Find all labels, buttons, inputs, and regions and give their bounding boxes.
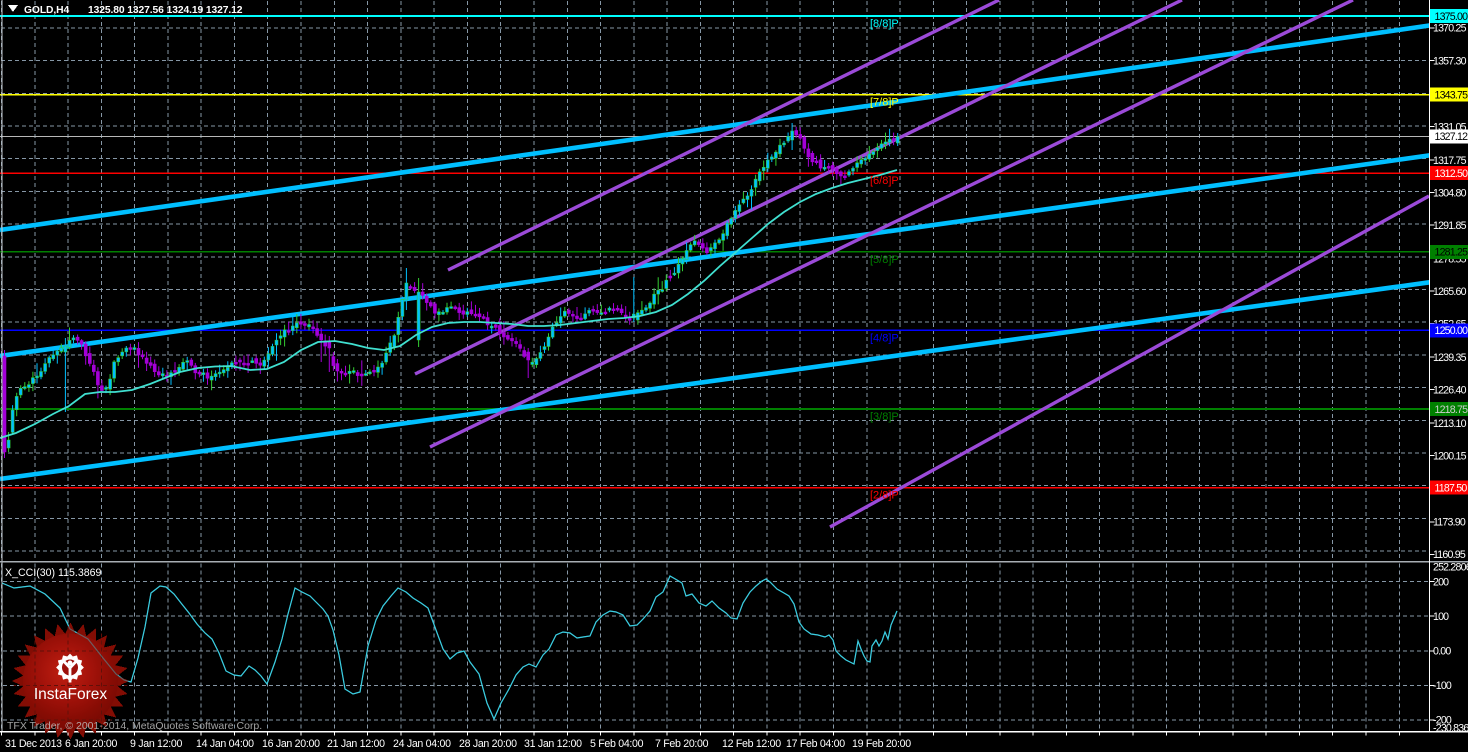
svg-text:7 Feb 20:00: 7 Feb 20:00 bbox=[655, 738, 709, 750]
svg-text:1226.40: 1226.40 bbox=[1433, 385, 1467, 397]
svg-text:1325.80 1327.56 1324.19 1327.1: 1325.80 1327.56 1324.19 1327.12 bbox=[88, 5, 243, 16]
svg-text:1213.10: 1213.10 bbox=[1433, 418, 1467, 430]
svg-text:1317.75: 1317.75 bbox=[1433, 155, 1467, 167]
svg-text:1187.50: 1187.50 bbox=[1435, 482, 1468, 494]
svg-text:16 Jan 20:00: 16 Jan 20:00 bbox=[262, 738, 320, 750]
svg-text:1281.25: 1281.25 bbox=[1435, 247, 1468, 259]
svg-text:[5/8]P: [5/8]P bbox=[870, 254, 899, 266]
svg-text:5 Feb 04:00: 5 Feb 04:00 bbox=[590, 738, 644, 750]
svg-text:-100: -100 bbox=[1433, 680, 1452, 692]
svg-text:[6/8]P: [6/8]P bbox=[870, 175, 899, 187]
svg-text:1200.15: 1200.15 bbox=[1433, 451, 1467, 463]
svg-text:1343.75: 1343.75 bbox=[1435, 89, 1468, 101]
svg-text:252.2806: 252.2806 bbox=[1433, 561, 1468, 573]
svg-text:InstaForex: InstaForex bbox=[34, 686, 107, 703]
svg-text:1312.50: 1312.50 bbox=[1435, 168, 1468, 180]
svg-text:-230.836: -230.836 bbox=[1433, 723, 1468, 735]
svg-text:19 Feb 20:00: 19 Feb 20:00 bbox=[852, 738, 911, 750]
svg-text:9 Jan 12:00: 9 Jan 12:00 bbox=[130, 738, 182, 750]
svg-text:1250.00: 1250.00 bbox=[1435, 325, 1468, 337]
svg-text:31 Jan 12:00: 31 Jan 12:00 bbox=[524, 738, 582, 750]
svg-text:1160.95: 1160.95 bbox=[1433, 549, 1466, 561]
svg-text:1357.30: 1357.30 bbox=[1433, 55, 1467, 67]
svg-text:[2/8]P: [2/8]P bbox=[870, 490, 899, 502]
svg-text:24 Jan 04:00: 24 Jan 04:00 bbox=[393, 738, 451, 750]
svg-text:[7/8]P: [7/8]P bbox=[870, 97, 899, 109]
svg-text:21 Jan 12:00: 21 Jan 12:00 bbox=[327, 738, 385, 750]
svg-text:1370.25: 1370.25 bbox=[1433, 23, 1467, 35]
svg-text:28 Jan 20:00: 28 Jan 20:00 bbox=[459, 738, 517, 750]
svg-text:TFX Trader, © 2001-2014, MetaQ: TFX Trader, © 2001-2014, MetaQuotes Soft… bbox=[7, 720, 262, 732]
svg-text:GOLD,H4: GOLD,H4 bbox=[24, 5, 69, 16]
svg-text:1304.80: 1304.80 bbox=[1433, 187, 1467, 199]
svg-text:31 Dec 2013: 31 Dec 2013 bbox=[5, 738, 62, 750]
svg-text:X_CCI(30) 115.3869: X_CCI(30) 115.3869 bbox=[5, 567, 101, 579]
svg-text:1375.00: 1375.00 bbox=[1435, 11, 1468, 23]
svg-text:6 Jan 20:00: 6 Jan 20:00 bbox=[65, 738, 117, 750]
svg-text:[4/8]P: [4/8]P bbox=[870, 332, 899, 344]
svg-text:1291.85: 1291.85 bbox=[1433, 220, 1467, 232]
svg-text:[3/8]P: [3/8]P bbox=[870, 411, 899, 423]
svg-text:100: 100 bbox=[1433, 611, 1449, 623]
svg-text:1327.12: 1327.12 bbox=[1435, 131, 1468, 143]
svg-text:12 Feb 12:00: 12 Feb 12:00 bbox=[722, 738, 781, 750]
svg-text:1173.90: 1173.90 bbox=[1433, 517, 1466, 529]
svg-text:-200: -200 bbox=[1433, 715, 1452, 727]
svg-text:200: 200 bbox=[1433, 576, 1449, 588]
svg-text:1265.60: 1265.60 bbox=[1433, 286, 1467, 298]
svg-text:17 Feb 04:00: 17 Feb 04:00 bbox=[786, 738, 845, 750]
svg-text:1239.35: 1239.35 bbox=[1433, 352, 1467, 364]
svg-text:0.00: 0.00 bbox=[1433, 646, 1451, 658]
svg-text:14 Jan 04:00: 14 Jan 04:00 bbox=[196, 738, 254, 750]
svg-text:1218.75: 1218.75 bbox=[1435, 404, 1468, 416]
svg-text:[8/8]P: [8/8]P bbox=[870, 18, 899, 30]
